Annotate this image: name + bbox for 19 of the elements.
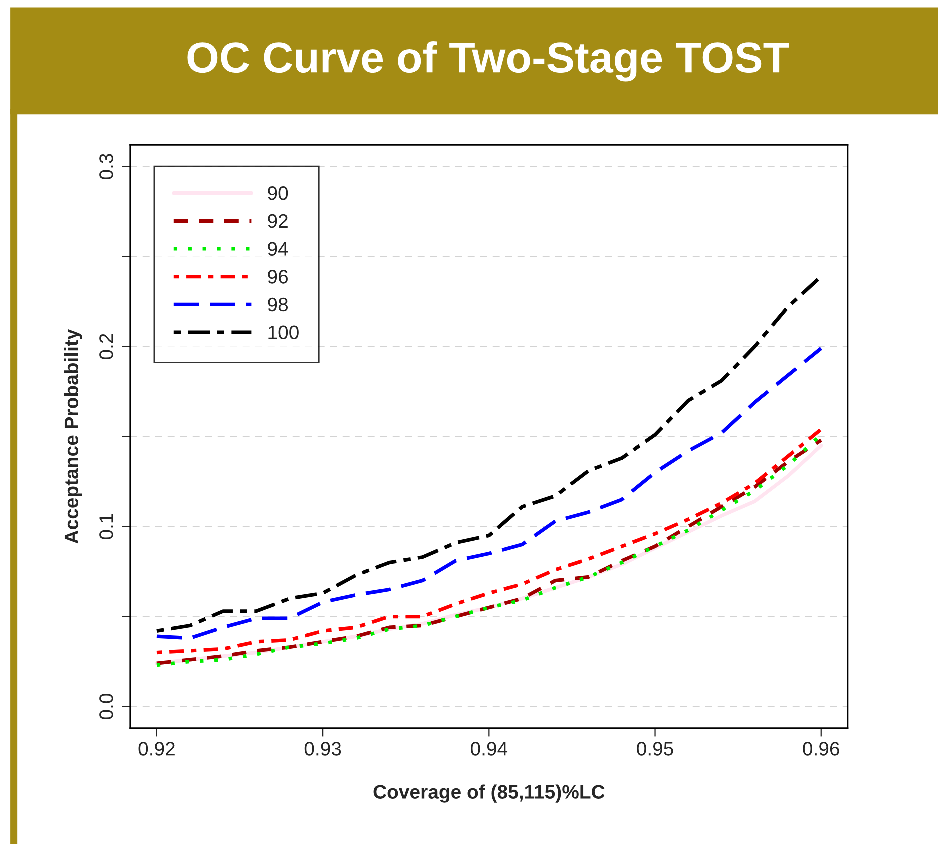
x-tick-label: 0.93 <box>304 742 342 756</box>
x-axis-title: Coverage of (85,115)%LC <box>374 784 605 803</box>
y-tick-label: 0.1 <box>100 514 114 540</box>
legend-label: 98 <box>268 298 288 312</box>
legend-label: 94 <box>268 242 288 256</box>
line-series <box>155 346 824 640</box>
legend-label: 96 <box>268 270 288 284</box>
y-tick-label: 0.0 <box>100 694 114 720</box>
chart-title: OC Curve of Two-Stage TOST <box>188 41 790 82</box>
y-axis-title: Acceptance Probability <box>64 329 82 544</box>
y-tick-label: 0.2 <box>100 334 114 360</box>
legend-label: 100 <box>268 326 299 340</box>
legend-label: 92 <box>268 214 288 228</box>
legend-label: 90 <box>268 186 288 200</box>
x-tick-label: 0.92 <box>138 742 175 756</box>
x-tick-label: 0.94 <box>471 742 508 756</box>
y-tick-label: 0.3 <box>100 154 114 180</box>
x-tick-label: 0.96 <box>803 742 840 756</box>
x-tick-label: 0.95 <box>637 742 674 756</box>
